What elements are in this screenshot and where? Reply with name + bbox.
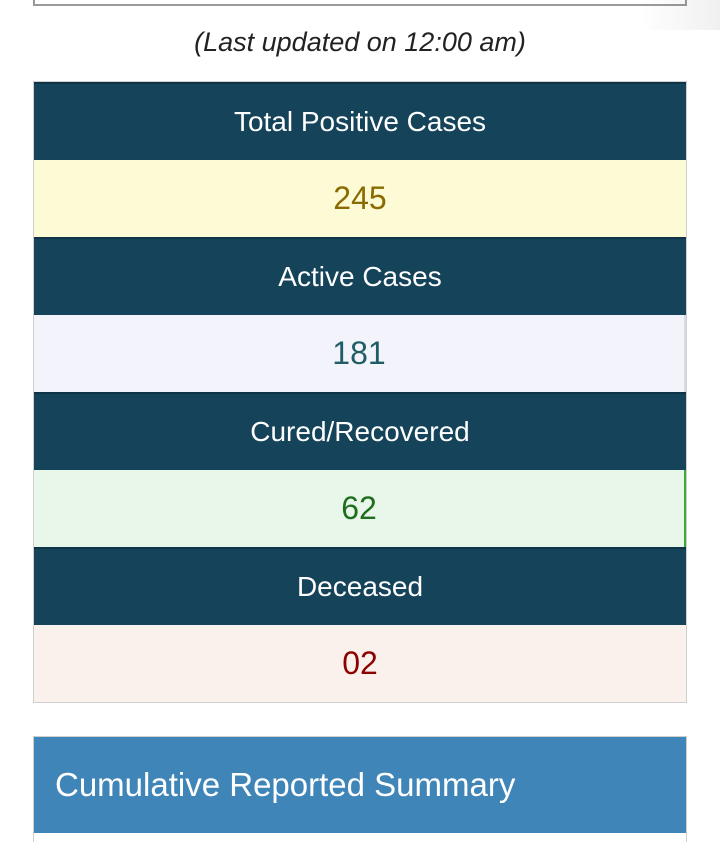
case-stats-table: Total Positive Cases 245 Active Cases 18…: [33, 81, 687, 703]
previous-section-box: [33, 0, 687, 6]
active-cases-value: 181: [34, 314, 686, 392]
cumulative-summary-title: Cumulative Reported Summary: [34, 737, 686, 833]
total-positive-value: 245: [34, 159, 686, 237]
cured-recovered-label: Cured/Recovered: [34, 392, 686, 470]
deceased-label: Deceased: [34, 547, 686, 625]
deceased-value: 02: [34, 624, 686, 702]
active-cases-label: Active Cases: [34, 237, 686, 315]
cumulative-summary-panel: Cumulative Reported Summary: [33, 736, 687, 842]
last-updated-text: (Last updated on 12:00 am): [194, 27, 526, 57]
total-positive-label: Total Positive Cases: [34, 82, 686, 160]
scroll-shadow: [640, 0, 720, 30]
cured-recovered-value: 62: [34, 469, 686, 547]
